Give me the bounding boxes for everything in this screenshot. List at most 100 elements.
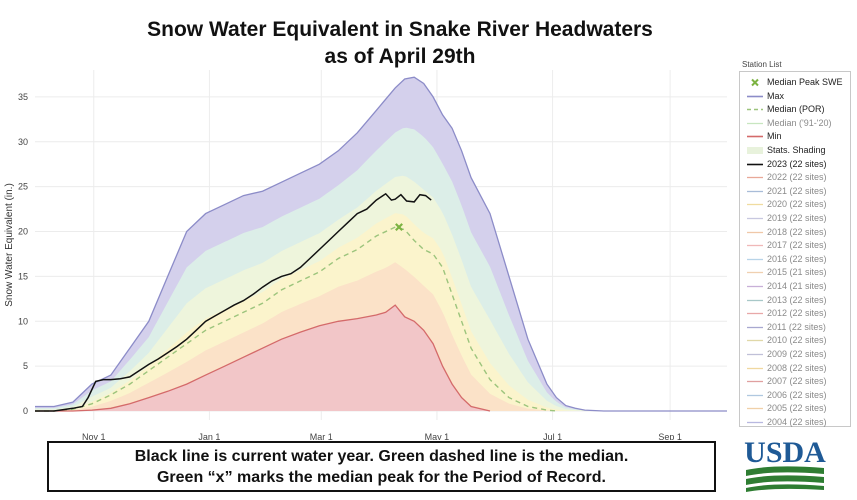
y-tick-label: 30 xyxy=(18,137,28,147)
caption-line1: Black line is current water year. Green … xyxy=(134,448,629,465)
legend-label: 2022 (22 sites) xyxy=(767,172,827,183)
legend-symbol xyxy=(747,122,763,124)
chart-title: Snow Water Equivalent in Snake River Hea… xyxy=(60,16,740,70)
legend-label: Median ('91-'20) xyxy=(767,117,832,128)
y-tick-label: 35 xyxy=(18,92,28,102)
legend-label: 2009 (22 sites) xyxy=(767,349,827,359)
legend-item[interactable]: Min xyxy=(740,130,852,143)
legend-symbol xyxy=(747,394,763,396)
series-line-median-por xyxy=(35,226,557,412)
p10-band xyxy=(35,305,727,412)
legend-label: 2019 (22 sites) xyxy=(767,213,827,223)
legend-item[interactable]: 2022 (22 sites) xyxy=(740,171,852,184)
legend-symbol xyxy=(747,190,763,192)
legend-symbol xyxy=(747,313,763,315)
legend-label: 2016 (22 sites) xyxy=(767,253,827,264)
median-peak-marker xyxy=(395,223,403,232)
legend-item[interactable]: 2006 (22 sites) xyxy=(740,389,852,402)
legend-symbol xyxy=(747,408,763,410)
legend-label: 2008 (22 sites) xyxy=(767,362,827,373)
legend-label: 2006 (22 sites) xyxy=(767,389,827,400)
legend-symbol xyxy=(747,231,763,233)
legend: Median Peak SWE Max Median (POR) Median ('9… xyxy=(739,71,851,427)
legend-symbol xyxy=(747,177,763,179)
legend-item[interactable]: 2017 (22 sites) xyxy=(740,239,852,252)
legend-item[interactable]: 2018 (22 sites) xyxy=(740,226,852,239)
legend-item[interactable]: 2016 (22 sites) xyxy=(740,253,852,266)
legend-label: 2015 (21 sites) xyxy=(767,267,827,278)
x-tick-label: Jan 1 xyxy=(198,432,220,440)
legend-label: Stats. Shading xyxy=(767,145,826,155)
legend-symbol xyxy=(747,285,763,288)
x-tick-label: May 1 xyxy=(425,432,450,440)
legend-label: 2011 (22 sites) xyxy=(767,321,826,332)
legend-item[interactable]: Median (POR) xyxy=(740,103,852,116)
chart-title-line2: as of April 29th xyxy=(324,45,476,68)
legend-symbol xyxy=(747,353,763,356)
legend-item[interactable]: 2020 (22 sites) xyxy=(740,198,852,211)
legend-label: 2017 (22 sites) xyxy=(767,240,827,251)
series-line-2023-22-sites xyxy=(35,192,432,412)
legend-item[interactable]: 2023 (22 sites) xyxy=(740,158,852,171)
legend-item[interactable]: 2021 (22 sites) xyxy=(740,185,852,198)
legend-label: 2005 (22 sites) xyxy=(767,403,827,414)
legend-item[interactable]: Median ('91-'20) xyxy=(740,117,852,130)
legend-symbol xyxy=(747,95,763,97)
series-line-max xyxy=(35,76,727,412)
legend-symbol xyxy=(747,108,763,111)
y-tick-label: 10 xyxy=(18,316,28,326)
y-tick-label: 0 xyxy=(23,406,28,416)
legend-label: Min xyxy=(767,131,782,142)
legend-item[interactable]: Stats. Shading xyxy=(740,144,852,157)
legend-label: 2012 (22 sites) xyxy=(767,308,827,319)
legend-item[interactable]: 2005 (22 sites) xyxy=(740,402,852,415)
legend-label: 2004 (22 sites) xyxy=(767,417,827,427)
legend-item[interactable]: 2019 (22 sites) xyxy=(740,212,852,225)
legend-label: Max xyxy=(767,90,785,101)
legend-item[interactable]: 2013 (22 sites) xyxy=(740,294,852,307)
x-tick-label: Jul 1 xyxy=(543,432,562,440)
legend-item[interactable]: 2007 (22 sites) xyxy=(740,375,852,388)
swe-chart: 0 5 10 15 20 25 30 35 Nov 1 Jan 1 Mar 1 May 1 Jul 1 S… xyxy=(4,70,727,440)
usda-logo: USDA xyxy=(744,436,826,492)
legend-label: 2007 (22 sites) xyxy=(767,376,827,387)
legend-item[interactable]: 2009 (22 sites) xyxy=(740,348,852,361)
legend-label: 2020 (22 sites) xyxy=(767,199,827,210)
y-axis-label: Snow Water Equivalent (in.) xyxy=(4,183,15,307)
caption: Black line is current water year. Green … xyxy=(47,441,716,492)
y-tick-label: 20 xyxy=(18,227,28,237)
legend-item[interactable]: 2004 (22 sites) xyxy=(740,416,852,429)
legend-item[interactable]: 2010 (22 sites) xyxy=(740,334,852,347)
legend-header: Station List xyxy=(742,60,782,69)
legend-item[interactable]: 2015 (21 sites) xyxy=(740,266,852,279)
y-tick-label: 15 xyxy=(18,271,28,281)
legend-symbol xyxy=(747,245,763,247)
legend-label: 2023 (22 sites) xyxy=(767,158,827,169)
legend-item[interactable]: Max xyxy=(740,90,852,103)
legend-symbol xyxy=(747,326,763,328)
legend-label: 2013 (22 sites) xyxy=(767,294,827,305)
legend-symbol xyxy=(747,272,763,274)
legend-item[interactable]: 2012 (22 sites) xyxy=(740,307,852,320)
usda-logo-text: USDA xyxy=(744,436,826,469)
legend-symbol xyxy=(747,136,763,138)
legend-symbol xyxy=(747,163,763,165)
legend-label: 2021 (22 sites) xyxy=(767,185,827,196)
legend-symbol xyxy=(747,340,763,342)
legend-label: 2014 (21 sites) xyxy=(767,281,827,291)
legend-symbol xyxy=(747,147,763,154)
legend-symbol xyxy=(747,217,763,220)
legend-symbol xyxy=(747,258,763,260)
legend-item[interactable]: 2008 (22 sites) xyxy=(740,362,852,375)
legend-symbol xyxy=(747,204,763,206)
legend-symbol xyxy=(747,367,763,369)
legend-item[interactable]: 2014 (21 sites) xyxy=(740,280,852,293)
x-tick-label: Nov 1 xyxy=(82,432,106,440)
legend-item[interactable]: Median Peak SWE xyxy=(740,76,852,89)
legend-label: 2010 (22 sites) xyxy=(767,335,827,346)
legend-label: Median Peak SWE xyxy=(767,77,843,87)
y-tick-label: 5 xyxy=(23,361,28,371)
legend-label: 2018 (22 sites) xyxy=(767,226,827,237)
legend-item[interactable]: 2011 (22 sites) xyxy=(740,321,852,334)
legend-symbol xyxy=(747,381,763,383)
